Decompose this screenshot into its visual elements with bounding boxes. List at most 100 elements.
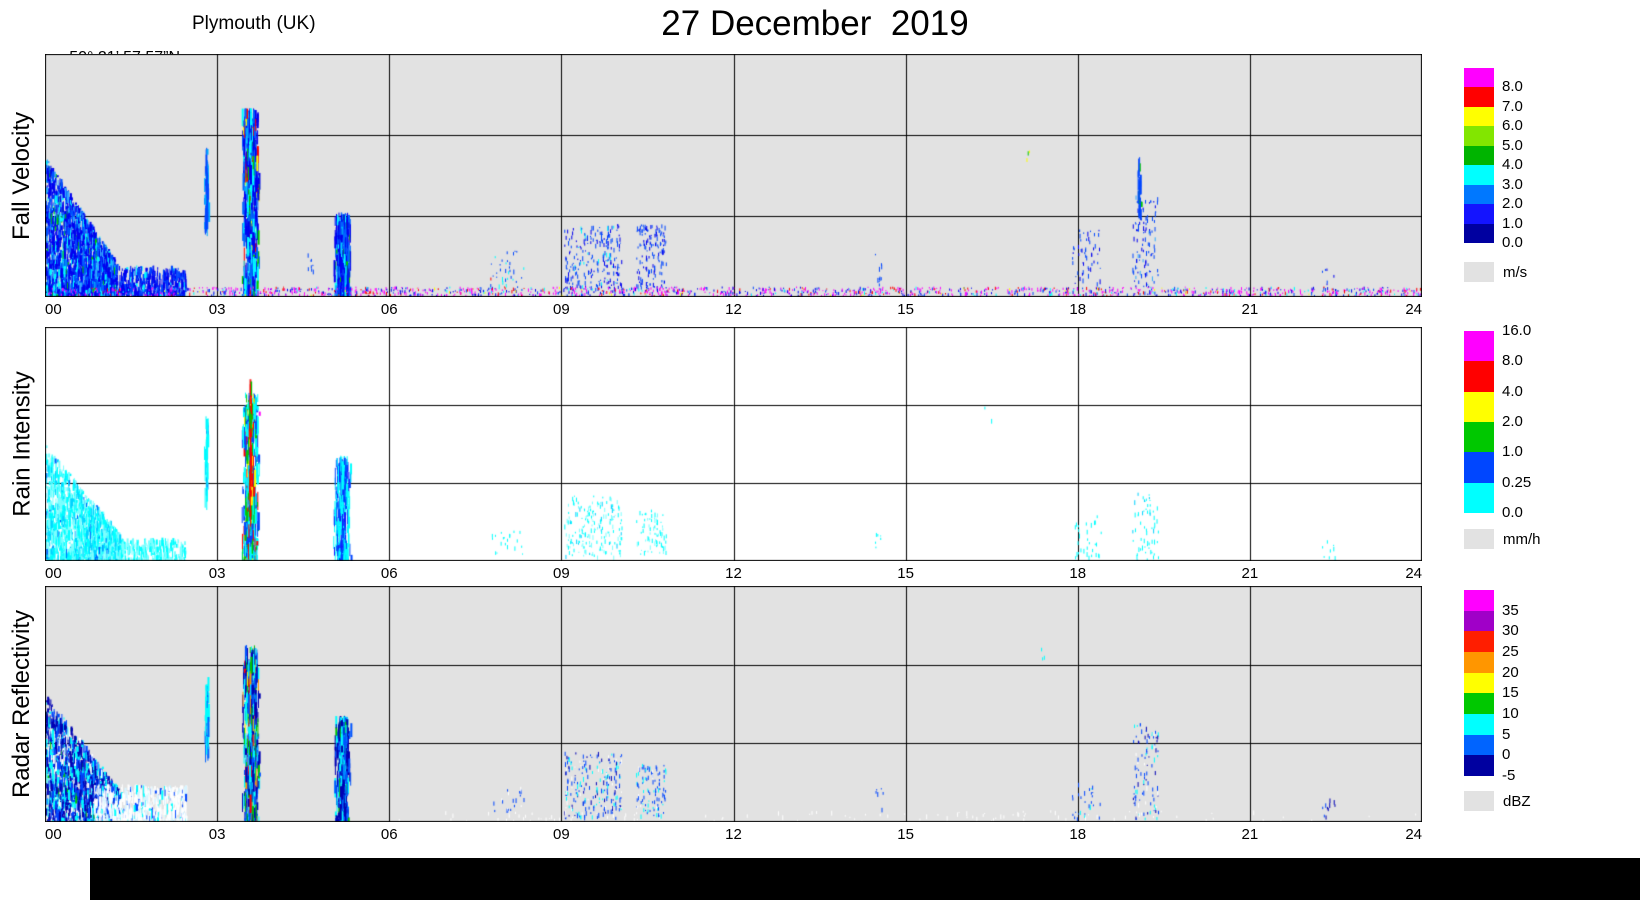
y-axis-label-text: Fall Velocity — [8, 111, 36, 240]
x-tick-label: 24 — [1405, 826, 1422, 843]
x-tick-label: 21 — [1241, 301, 1259, 318]
legend-tick-label: 2.0 — [1502, 413, 1523, 430]
legend-color-cell — [1464, 652, 1494, 673]
legend-tick-label: 5.0 — [1502, 136, 1523, 154]
x-tick-label: 15 — [897, 565, 914, 582]
legend-tick-label: 10 — [1502, 705, 1519, 722]
legend-color-cell — [1464, 482, 1494, 513]
legend-color-cell — [1464, 184, 1494, 205]
y-axis-label-text: Rain Intensity — [8, 371, 36, 517]
legend-color-cell — [1464, 87, 1494, 107]
legend-color-cell — [1464, 391, 1494, 422]
units-label: m/s — [1503, 263, 1528, 281]
legend-tick-label: 8.0 — [1502, 352, 1523, 370]
legend-color-cell — [1464, 223, 1494, 243]
legend-color-cell — [1464, 331, 1494, 362]
rain-intensity-units: mm/h — [1464, 529, 1541, 549]
station-name: Plymouth (UK) — [192, 13, 316, 34]
x-tick-label: 15 — [897, 301, 914, 318]
fall-velocity-colorbar-labels: 8.0 7.0 6.0 5.0 4.0 3.0 2.0 1.0 0.0 — [1502, 68, 1582, 251]
rain-intensity-colorbar-labels: 16.0 8.0 4.0 2.0 1.0 0.25 0.0 — [1502, 323, 1582, 521]
legend-color-cell — [1464, 204, 1494, 224]
x-tick-label: 24 — [1405, 565, 1422, 582]
legend-color-cell — [1464, 755, 1494, 777]
rain-intensity-colorbar — [1464, 331, 1494, 513]
bottom-bar — [90, 858, 1640, 900]
x-tick-label: 24 — [1405, 301, 1422, 318]
fall-velocity-colorbar — [1464, 68, 1494, 243]
legend-color-cell — [1464, 106, 1494, 127]
radar-reflectivity-colorbar-labels: 35 30 25 20 15 10 5 0 -5 — [1502, 590, 1582, 783]
x-tick-label: 15 — [897, 826, 914, 843]
y-axis-label-radar-reflectivity: Radar Reflectivity — [0, 586, 45, 822]
y-axis-label-text: Radar Reflectivity — [8, 609, 36, 799]
x-tick-label: 12 — [725, 301, 742, 318]
legend-color-cell — [1464, 672, 1494, 694]
legend-color-cell — [1464, 145, 1494, 166]
legend-tick-label: 7.0 — [1502, 97, 1523, 115]
x-tick-label: 09 — [553, 301, 570, 318]
legend-tick-label: 20 — [1502, 663, 1519, 681]
legend-color-cell — [1464, 165, 1494, 185]
legend-tick-label: 8.0 — [1502, 78, 1523, 96]
legend-tick-label: 3.0 — [1502, 175, 1523, 193]
legend-color-cell — [1464, 734, 1494, 756]
legend-color-cell — [1464, 693, 1494, 715]
x-tick-label: 21 — [1241, 565, 1259, 582]
fall-velocity-heatmap — [45, 54, 1422, 297]
x-tick-label: 09 — [553, 565, 570, 582]
no-data-swatch — [1464, 529, 1494, 549]
x-tick-label: 18 — [1069, 826, 1087, 843]
x-tick-label: 18 — [1069, 301, 1087, 318]
legend-tick-label: 16.0 — [1502, 322, 1532, 339]
x-tick-label: 21 — [1241, 826, 1259, 843]
legend-tick-label: -5 — [1502, 767, 1516, 784]
fall-velocity-units: m/s — [1464, 262, 1527, 282]
legend-tick-label: 6.0 — [1502, 117, 1523, 135]
legend-tick-label: 4.0 — [1502, 156, 1523, 174]
legend-tick-label: 35 — [1502, 601, 1519, 619]
legend-color-cell — [1464, 68, 1494, 88]
legend-rain-intensity: 16.0 8.0 4.0 2.0 1.0 0.25 0.0 mm/h — [1464, 323, 1594, 549]
no-data-swatch — [1464, 262, 1494, 282]
legend-color-cell — [1464, 126, 1494, 146]
y-axis-label-rain-intensity: Rain Intensity — [0, 327, 45, 561]
page-title: 27 December 2019 — [661, 4, 969, 43]
rain-intensity-heatmap — [45, 327, 1422, 561]
legend-tick-label: 1.0 — [1502, 443, 1523, 461]
radar-reflectivity-colorbar — [1464, 590, 1494, 777]
legend-color-cell — [1464, 610, 1494, 632]
x-tick-label: 06 — [380, 826, 398, 843]
legend-color-cell — [1464, 631, 1494, 653]
legend-tick-label: 4.0 — [1502, 382, 1523, 400]
no-data-swatch — [1464, 791, 1494, 811]
x-tick-label: 03 — [208, 301, 226, 318]
x-tick-label: 06 — [380, 301, 398, 318]
legend-color-cell — [1464, 452, 1494, 483]
legend-tick-label: 15 — [1502, 684, 1519, 702]
legend-color-cell — [1464, 421, 1494, 453]
x-axis-radar-reflectivity: 00 03 06 09 12 15 18 21 24 — [45, 824, 1422, 846]
y-axis-label-fall-velocity: Fall Velocity — [0, 54, 45, 297]
legend-fall-velocity: 8.0 7.0 6.0 5.0 4.0 3.0 2.0 1.0 0.0 m/s — [1464, 68, 1594, 282]
legend-tick-label: 2.0 — [1502, 195, 1523, 213]
legend-color-cell — [1464, 714, 1494, 735]
legend-tick-label: 30 — [1502, 622, 1519, 640]
legend-tick-label: 0.0 — [1502, 504, 1523, 521]
legend-tick-label: 5 — [1502, 725, 1511, 743]
legend-tick-label: 0 — [1502, 746, 1511, 764]
x-tick-label: 12 — [725, 826, 742, 843]
legend-tick-label: 25 — [1502, 643, 1519, 660]
x-tick-label: 12 — [725, 565, 742, 582]
x-tick-label: 00 — [45, 826, 62, 843]
legend-tick-label: 1.0 — [1502, 214, 1523, 232]
x-axis-fall-velocity: 00 03 06 09 12 15 18 21 24 — [45, 299, 1422, 321]
legend-radar-reflectivity: 35 30 25 20 15 10 5 0 -5 dBZ — [1464, 590, 1594, 811]
legend-tick-label: 0.25 — [1502, 473, 1532, 491]
x-tick-label: 03 — [208, 565, 226, 582]
x-axis-rain-intensity: 00 03 06 09 12 15 18 21 24 — [45, 563, 1422, 585]
radar-reflectivity-units: dBZ — [1464, 791, 1531, 811]
x-tick-label: 00 — [45, 565, 62, 582]
radar-reflectivity-heatmap — [45, 586, 1422, 822]
x-tick-label: 18 — [1069, 565, 1087, 582]
